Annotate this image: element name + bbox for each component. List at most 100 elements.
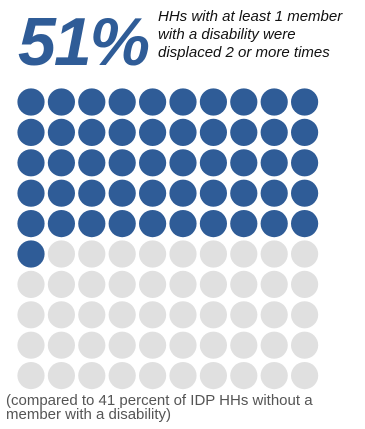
waffle-dot-remaining <box>78 362 106 390</box>
waffle-dot-highlighted <box>291 118 319 146</box>
waffle-dot-highlighted <box>139 149 167 177</box>
waffle-dot-highlighted <box>230 88 258 116</box>
waffle-dot-highlighted <box>108 210 136 238</box>
waffle-dot-remaining <box>139 331 167 359</box>
waffle-dot-highlighted <box>199 118 227 146</box>
waffle-dot-remaining <box>17 362 45 390</box>
waffle-dot-highlighted <box>199 149 227 177</box>
waffle-dot-highlighted <box>169 149 197 177</box>
waffle-dot-highlighted <box>169 88 197 116</box>
waffle-dot-remaining <box>291 301 319 329</box>
waffle-dot-remaining <box>199 362 227 390</box>
waffle-dot-highlighted <box>139 210 167 238</box>
waffle-dot-highlighted <box>291 149 319 177</box>
headline-text: HHs with at least 1 member with a disabi… <box>158 8 343 61</box>
waffle-dot-remaining <box>47 331 75 359</box>
headline-percent: 51% <box>18 4 150 80</box>
waffle-dot-highlighted <box>78 118 106 146</box>
waffle-dot-highlighted <box>230 179 258 207</box>
waffle-dot-highlighted <box>169 118 197 146</box>
waffle-dot-highlighted <box>291 88 319 116</box>
waffle-dot-highlighted <box>139 179 167 207</box>
waffle-dot-remaining <box>230 301 258 329</box>
waffle-dot-highlighted <box>47 210 75 238</box>
waffle-dot-highlighted <box>169 179 197 207</box>
waffle-dot-highlighted <box>78 88 106 116</box>
waffle-dot-highlighted <box>169 210 197 238</box>
waffle-dot-highlighted <box>291 210 319 238</box>
waffle-dot-highlighted <box>47 118 75 146</box>
waffle-dot-highlighted <box>139 88 167 116</box>
waffle-dot-remaining <box>260 331 288 359</box>
waffle-dot-highlighted <box>78 210 106 238</box>
waffle-dot-highlighted <box>230 210 258 238</box>
waffle-dot-remaining <box>139 270 167 298</box>
waffle-dot-remaining <box>17 270 45 298</box>
waffle-dot-remaining <box>260 362 288 390</box>
waffle-dot-remaining <box>108 362 136 390</box>
waffle-dot-highlighted <box>47 88 75 116</box>
waffle-dot-remaining <box>169 270 197 298</box>
waffle-dot-remaining <box>169 301 197 329</box>
waffle-dot-remaining <box>78 301 106 329</box>
waffle-dot-remaining <box>78 331 106 359</box>
waffle-dot-highlighted <box>260 210 288 238</box>
waffle-dot-highlighted <box>17 210 45 238</box>
waffle-dot-remaining <box>108 240 136 268</box>
waffle-dot-remaining <box>169 331 197 359</box>
waffle-dot-highlighted <box>17 179 45 207</box>
waffle-dot-highlighted <box>199 210 227 238</box>
waffle-dot-highlighted <box>17 149 45 177</box>
waffle-dot-remaining <box>47 301 75 329</box>
waffle-dot-remaining <box>291 270 319 298</box>
waffle-dot-highlighted <box>230 149 258 177</box>
waffle-dot-remaining <box>199 240 227 268</box>
waffle-dot-highlighted <box>17 88 45 116</box>
waffle-dot-highlighted <box>199 179 227 207</box>
footnote: (compared to 41 percent of IDP HHs witho… <box>6 392 313 423</box>
waffle-dot-remaining <box>108 270 136 298</box>
waffle-dot-highlighted <box>291 179 319 207</box>
waffle-dot-highlighted <box>108 179 136 207</box>
waffle-dot-highlighted <box>260 149 288 177</box>
waffle-dot-remaining <box>108 301 136 329</box>
waffle-dot-highlighted <box>139 118 167 146</box>
waffle-dot-remaining <box>230 270 258 298</box>
waffle-dot-remaining <box>260 301 288 329</box>
waffle-dot-remaining <box>291 362 319 390</box>
waffle-dot-remaining <box>139 240 167 268</box>
waffle-dot-remaining <box>230 331 258 359</box>
waffle-dot-remaining <box>139 362 167 390</box>
waffle-dot-highlighted <box>78 179 106 207</box>
waffle-dot-highlighted <box>47 179 75 207</box>
waffle-dot-remaining <box>260 240 288 268</box>
waffle-dot-highlighted <box>78 149 106 177</box>
waffle-dot-remaining <box>17 331 45 359</box>
waffle-dot-highlighted <box>108 88 136 116</box>
waffle-dot-highlighted <box>230 118 258 146</box>
waffle-dot-highlighted <box>199 88 227 116</box>
waffle-dot-remaining <box>78 240 106 268</box>
waffle-dot-highlighted <box>47 149 75 177</box>
waffle-dot-remaining <box>199 301 227 329</box>
waffle-dot-remaining <box>230 362 258 390</box>
waffle-dot-remaining <box>199 270 227 298</box>
waffle-dot-highlighted <box>108 149 136 177</box>
waffle-dot-highlighted <box>17 240 45 268</box>
waffle-dot-remaining <box>47 362 75 390</box>
waffle-dot-remaining <box>78 270 106 298</box>
waffle-dot-remaining <box>291 240 319 268</box>
waffle-dot-highlighted <box>260 179 288 207</box>
waffle-dot-remaining <box>47 270 75 298</box>
waffle-dot-remaining <box>169 240 197 268</box>
waffle-dot-remaining <box>291 331 319 359</box>
waffle-dot-highlighted <box>108 118 136 146</box>
waffle-dot-highlighted <box>260 88 288 116</box>
waffle-dot-remaining <box>17 301 45 329</box>
waffle-dot-remaining <box>169 362 197 390</box>
waffle-dot-remaining <box>199 331 227 359</box>
waffle-dot-remaining <box>260 270 288 298</box>
waffle-dot-remaining <box>108 331 136 359</box>
waffle-dot-remaining <box>230 240 258 268</box>
